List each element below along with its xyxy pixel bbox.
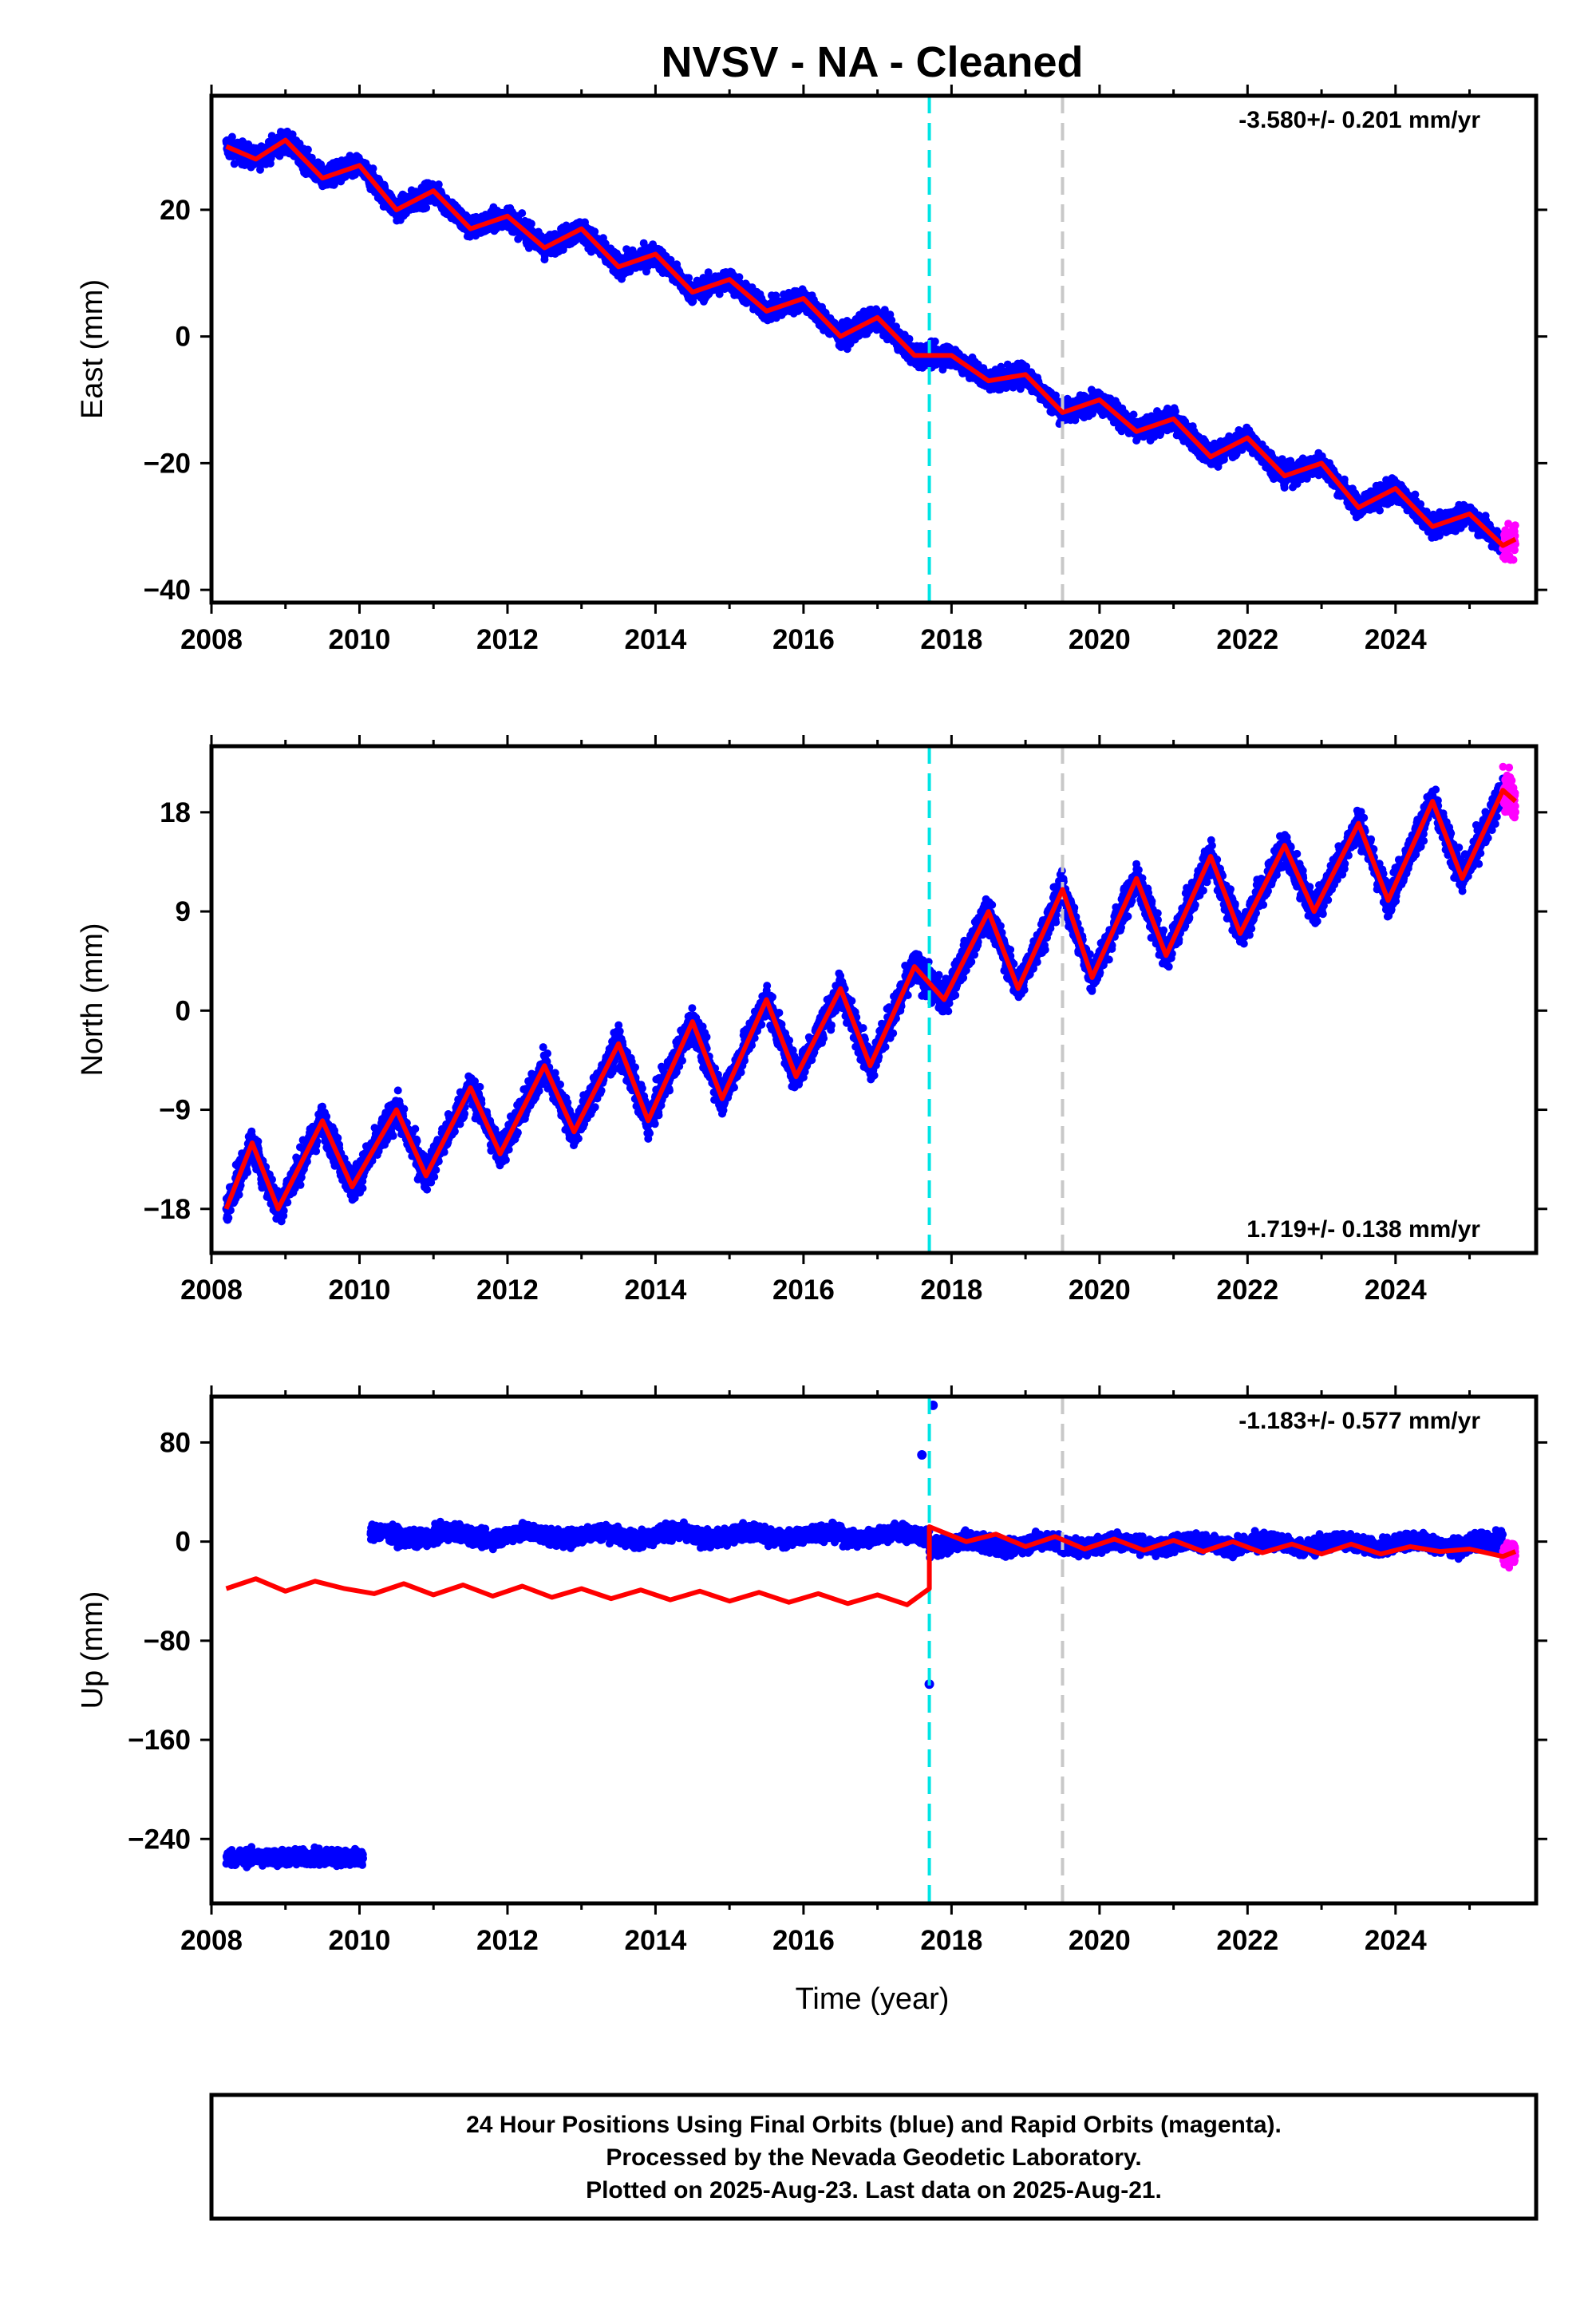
east-point	[930, 337, 939, 346]
east-point	[685, 274, 693, 283]
east-point	[735, 273, 744, 282]
east-point	[527, 219, 535, 228]
east-panel: 2008 2010 2012 2014 2016 2018 2020 2022 2024−40−…	[76, 85, 1547, 655]
east-point	[288, 130, 297, 139]
east-point	[1171, 407, 1179, 416]
east-point	[434, 180, 443, 189]
east-point	[1129, 410, 1138, 419]
east-point	[230, 160, 239, 168]
east-point	[880, 306, 889, 314]
plot-title: NVSV - NA - Cleaned	[661, 38, 1083, 86]
east-point	[369, 164, 377, 173]
east-point	[518, 209, 527, 218]
east-point	[905, 334, 914, 343]
east-point	[303, 145, 312, 154]
east-point	[330, 180, 338, 188]
east-plot-area	[222, 96, 1519, 603]
east-point	[591, 227, 599, 236]
east-point	[666, 255, 675, 264]
east-point	[422, 204, 431, 212]
east-final-orbit-points	[222, 127, 1507, 556]
